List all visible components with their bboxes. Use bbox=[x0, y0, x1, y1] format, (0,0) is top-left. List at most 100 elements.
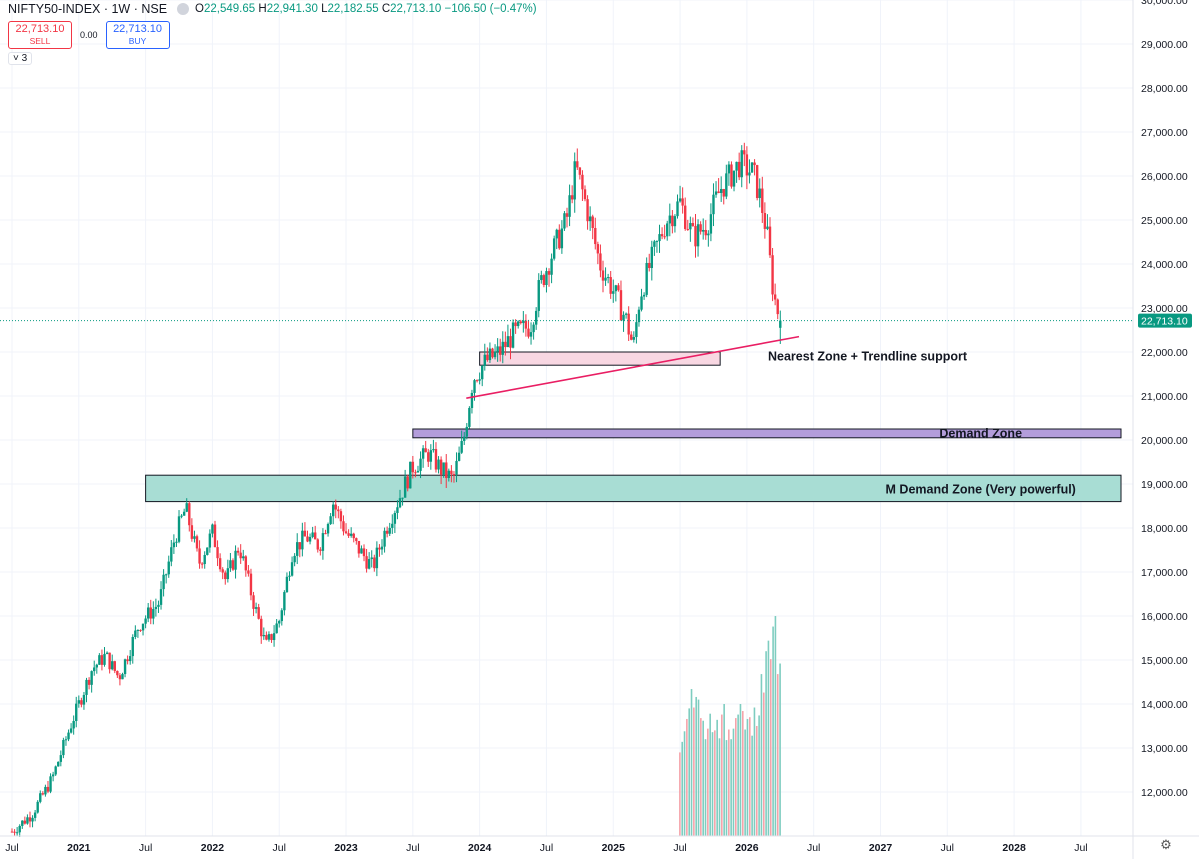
candle-body bbox=[296, 542, 299, 556]
candle-body bbox=[640, 296, 643, 310]
candle-body bbox=[604, 277, 607, 281]
volume-bar bbox=[779, 663, 781, 836]
candle-body bbox=[658, 234, 661, 242]
candle-body bbox=[355, 538, 358, 541]
y-tick-label: 19,000.00 bbox=[1141, 479, 1188, 491]
candle-body bbox=[198, 548, 201, 564]
zone-rect[interactable] bbox=[412, 428, 1122, 439]
candle-body bbox=[727, 164, 731, 174]
candle-body bbox=[308, 536, 312, 542]
candle-body bbox=[380, 546, 384, 550]
candle-body bbox=[157, 604, 160, 607]
volume-bar bbox=[772, 626, 774, 836]
volume-bar bbox=[700, 718, 702, 836]
volume-bar bbox=[753, 707, 756, 836]
y-tick-label: 17,000.00 bbox=[1141, 567, 1188, 579]
candle-body bbox=[509, 336, 512, 348]
volume-bar bbox=[751, 735, 753, 836]
volume-series bbox=[679, 616, 781, 836]
zone-rect[interactable] bbox=[145, 474, 1122, 503]
volume-bar bbox=[735, 718, 737, 836]
market-status-icon[interactable] bbox=[177, 3, 190, 15]
candle-body bbox=[594, 228, 597, 245]
candle-body bbox=[339, 511, 343, 522]
buy-button[interactable]: 22,713.10 BUY bbox=[105, 21, 170, 49]
last-price-badge bbox=[1138, 313, 1192, 328]
candle-body bbox=[375, 547, 379, 569]
candle-body bbox=[506, 336, 510, 348]
candle-body bbox=[735, 161, 738, 171]
candle-body bbox=[200, 563, 204, 565]
candle-body bbox=[414, 472, 417, 474]
y-tick-label: 23,000.00 bbox=[1141, 303, 1188, 315]
candle-body bbox=[612, 291, 615, 294]
candle-body bbox=[118, 675, 122, 680]
candle-body bbox=[630, 334, 633, 340]
y-tick-label: 13,000.00 bbox=[1141, 743, 1188, 755]
price-axis[interactable]: 12,000.00 13,000.00 14,000.00 15,000.00 16,0… bbox=[1132, 0, 1192, 859]
trendline-support[interactable] bbox=[466, 335, 800, 399]
volume-bar bbox=[769, 659, 772, 836]
volume-bar bbox=[767, 640, 770, 836]
candle-body bbox=[573, 161, 576, 200]
candle-body bbox=[511, 322, 515, 348]
candle-body bbox=[288, 575, 291, 577]
candle-body bbox=[334, 504, 337, 510]
time-axis[interactable]: Jul 2021 Jul 2022 Jul 2023 Jul 2024 Jul 2025 Jul 20… bbox=[0, 835, 1199, 854]
candle-body bbox=[93, 667, 96, 672]
candle-body bbox=[624, 313, 628, 315]
candle-body bbox=[180, 515, 183, 517]
candle-body bbox=[44, 786, 47, 795]
candle-body bbox=[673, 216, 677, 227]
candle-body bbox=[434, 449, 438, 470]
candle-body bbox=[398, 498, 402, 508]
x-tick-label: 2021 bbox=[67, 842, 91, 854]
candle-body bbox=[67, 732, 70, 740]
candle-body bbox=[748, 172, 751, 176]
candle-body bbox=[437, 459, 440, 470]
candle-body bbox=[131, 636, 134, 657]
y-tick-label: 12,000.00 bbox=[1141, 787, 1188, 799]
candle-body bbox=[213, 524, 217, 548]
candle-body bbox=[668, 215, 671, 224]
candle-body bbox=[188, 503, 191, 526]
candle-body bbox=[77, 700, 81, 704]
volume-bar bbox=[693, 707, 695, 836]
candle-body bbox=[755, 165, 759, 199]
candle-body bbox=[321, 533, 325, 551]
candle-body bbox=[18, 825, 21, 833]
symbol-title[interactable]: NIFTY50-INDEX · 1W · NSE bbox=[8, 2, 168, 16]
volume-bar bbox=[702, 720, 704, 836]
candle-body bbox=[80, 700, 83, 705]
candle-body bbox=[547, 271, 551, 275]
candle-body bbox=[576, 161, 579, 168]
candle-body bbox=[545, 271, 548, 286]
candle-body bbox=[779, 320, 782, 328]
candle-body bbox=[676, 201, 679, 217]
settings-gear-icon[interactable]: ⚙ bbox=[1160, 837, 1172, 852]
candle-body bbox=[23, 820, 27, 824]
candle-body bbox=[681, 198, 684, 206]
candle-body bbox=[224, 572, 227, 580]
candle-body bbox=[401, 497, 404, 499]
candle-body bbox=[362, 548, 366, 557]
volume-bar bbox=[695, 696, 697, 836]
candle-body bbox=[103, 653, 106, 665]
y-tick-label: 29,000.00 bbox=[1141, 39, 1188, 51]
candle-body bbox=[272, 633, 276, 641]
candle-body bbox=[252, 595, 255, 609]
candle-body bbox=[164, 574, 168, 576]
candle-body bbox=[743, 150, 746, 155]
candle-body bbox=[159, 589, 163, 605]
candle-body bbox=[475, 380, 479, 382]
indicators-toggle-button[interactable]: ˅ 3 bbox=[8, 52, 33, 65]
candle-body bbox=[195, 536, 199, 549]
y-tick-label: 18,000.00 bbox=[1141, 523, 1188, 535]
candle-body bbox=[699, 224, 702, 232]
sell-button[interactable]: 22,713.10 SELL bbox=[8, 21, 72, 49]
candle-body bbox=[342, 521, 345, 532]
volume-bar bbox=[774, 616, 777, 836]
candle-body bbox=[162, 574, 165, 590]
volume-bar bbox=[709, 713, 711, 836]
